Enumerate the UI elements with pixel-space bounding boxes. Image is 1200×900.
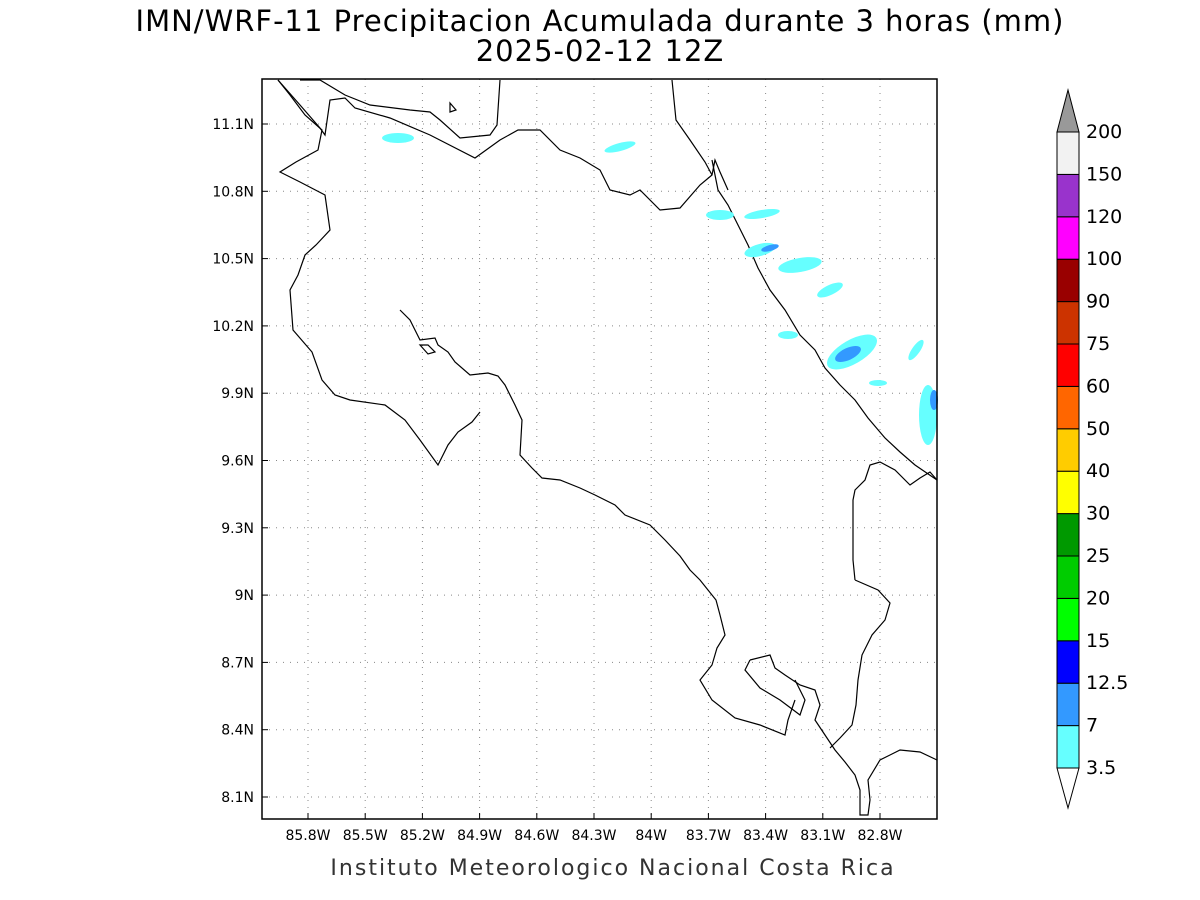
colorbar-segment xyxy=(1056,343,1080,387)
colorbar-segment xyxy=(1056,725,1080,769)
precip-cell xyxy=(744,208,780,220)
colorbar-segment xyxy=(1056,258,1080,303)
longitude-tick-label: 82.8W xyxy=(857,828,902,844)
precipitation-areas xyxy=(382,133,938,445)
colorbar-label: 60 xyxy=(1086,375,1110,397)
precip-cell xyxy=(930,390,938,410)
islet xyxy=(449,101,458,113)
longitude-tick-label: 84.9W xyxy=(457,828,502,844)
colorbar-label: 200 xyxy=(1086,121,1122,143)
colorbar-label: 12.5 xyxy=(1086,672,1128,694)
longitude-tick-label: 85.5W xyxy=(343,828,388,844)
latitude-tick-label: 10.8N xyxy=(212,184,254,200)
colorbar: 3.5 7 12.5 15 20 25 30 40 50 60 75 90 100 120 150 200 xyxy=(1056,88,1128,810)
precip-cell xyxy=(778,331,798,339)
precip-cell xyxy=(604,141,636,153)
colorbar-segment xyxy=(1056,385,1080,430)
nicaragua-border xyxy=(277,79,729,211)
precip-cell xyxy=(778,257,822,273)
latitude-tick-label: 10.2N xyxy=(212,319,254,335)
colorbar-label: 30 xyxy=(1086,503,1110,525)
colorbar-segment xyxy=(1056,597,1080,642)
colorbar-segment xyxy=(1056,301,1080,345)
colorbar-segment xyxy=(1056,640,1080,684)
panama-border xyxy=(829,461,938,749)
map-subtitle: 2025-02-12 12Z xyxy=(475,34,725,68)
colorbar-segment xyxy=(1056,428,1080,472)
colorbar-label: 150 xyxy=(1086,163,1122,185)
colorbar-label: 50 xyxy=(1086,418,1110,440)
colorbar-segment xyxy=(1056,470,1080,515)
colorbar-lower-arrow xyxy=(1056,767,1080,810)
longitude-tick-label: 84.3W xyxy=(571,828,616,844)
precip-cell xyxy=(761,244,779,252)
colorbar-label: 75 xyxy=(1086,333,1110,355)
colorbar-label: 90 xyxy=(1086,291,1110,313)
colorbar-label: 25 xyxy=(1086,545,1110,567)
latitude-tick-label: 9.6N xyxy=(221,454,254,470)
colorbar-label: 100 xyxy=(1086,248,1122,270)
colorbar-label: 120 xyxy=(1086,206,1122,228)
latitude-tick-label: 9.3N xyxy=(221,521,254,537)
longitude-tick-label: 83.4W xyxy=(743,828,788,844)
longitude-tick-label: 85.2W xyxy=(400,828,445,844)
map-title: IMN/WRF-11 Precipitacion Acumulada duran… xyxy=(135,4,1065,38)
precip-cell xyxy=(817,282,843,298)
nicoya-gulf xyxy=(399,309,796,736)
colorbar-segment xyxy=(1056,216,1080,260)
map-frame xyxy=(261,78,938,820)
latitude-tick-label: 8.7N xyxy=(221,655,254,671)
colorbar-segment xyxy=(1056,682,1080,727)
precip-cell xyxy=(869,380,887,386)
colorbar-label: 15 xyxy=(1086,630,1110,652)
latitude-tick-label: 11.1N xyxy=(212,117,254,133)
longitude-tick-label: 84W xyxy=(635,828,667,844)
lake-islet xyxy=(418,344,437,355)
osa-peninsula xyxy=(749,654,938,816)
precip-cell xyxy=(706,210,734,220)
lake-shore xyxy=(300,79,501,139)
longitude-tick-label: 83.1W xyxy=(800,828,845,844)
precip-cell xyxy=(835,345,861,363)
colorbar-upper-arrow xyxy=(1056,88,1080,133)
nicaragua-east xyxy=(671,79,713,176)
gridlines xyxy=(262,79,937,819)
colorbar-label: 40 xyxy=(1086,460,1110,482)
map-footer: Instituto Meteorologico Nacional Costa R… xyxy=(330,856,896,881)
colorbar-label: 3.5 xyxy=(1086,757,1116,779)
latitude-tick-label: 8.4N xyxy=(221,723,254,739)
longitude-tick-label: 84.6W xyxy=(514,828,559,844)
latitude-tick-label: 9N xyxy=(235,588,254,604)
colorbar-label: 7 xyxy=(1086,715,1098,737)
colorbar-segment xyxy=(1056,173,1080,218)
latitude-axis: 11.1N 10.8N 10.5N 10.2N 9.9N 9.6N 9.3N 9N 8.7N 8.… xyxy=(212,117,268,806)
osa-inner xyxy=(744,659,806,716)
colorbar-segment xyxy=(1056,513,1080,557)
longitude-axis: 85.8W 85.5W 85.2W 84.9W 84.6W 84.3W 84W 83.7W 83… xyxy=(285,813,903,844)
caribbean-coast xyxy=(711,159,938,481)
coastline xyxy=(277,79,938,816)
colorbar-segment xyxy=(1056,555,1080,599)
latitude-tick-label: 10.5N xyxy=(212,252,254,268)
precip-cell xyxy=(908,339,924,361)
north-coast-nic xyxy=(277,79,481,467)
longitude-tick-label: 83.7W xyxy=(686,828,731,844)
latitude-tick-label: 8.1N xyxy=(221,790,254,806)
colorbar-segment xyxy=(1056,131,1080,175)
colorbar-label: 20 xyxy=(1086,587,1110,609)
precip-cell xyxy=(382,133,414,143)
latitude-tick-label: 9.9N xyxy=(221,386,254,402)
longitude-tick-label: 85.8W xyxy=(285,828,330,844)
